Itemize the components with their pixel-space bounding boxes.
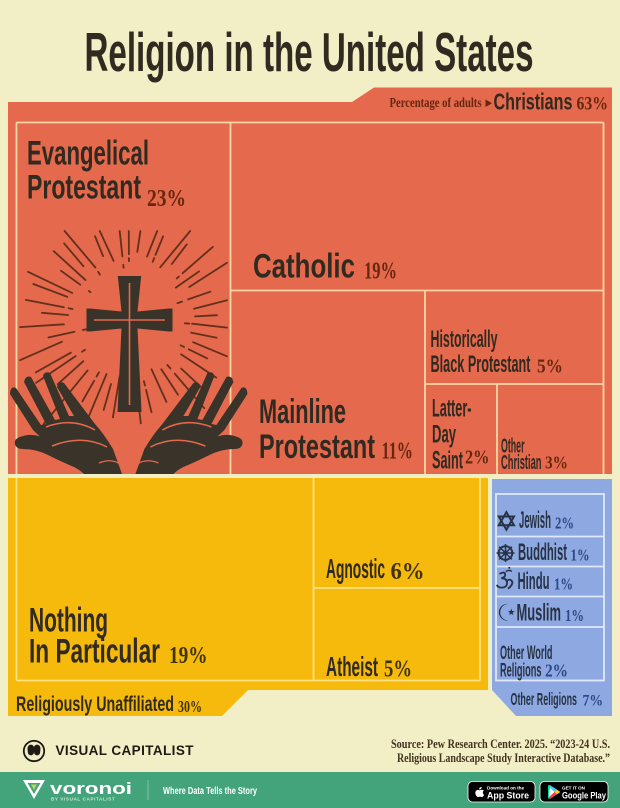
svg-text:Other World: Other World [500, 643, 553, 664]
svg-text:Christian: Christian [501, 452, 542, 474]
svg-text:voronoi: voronoi [50, 780, 132, 798]
svg-text:Protestant: Protestant [27, 169, 141, 207]
svg-text:Evangelical: Evangelical [27, 135, 149, 173]
svg-text:Percentage of adults: Percentage of adults [390, 95, 482, 110]
svg-text:Nothing: Nothing [29, 602, 108, 640]
svg-text:Latter-: Latter- [432, 395, 472, 423]
svg-text:Historically: Historically [431, 326, 498, 353]
svg-text:7%: 7% [583, 693, 604, 710]
svg-text:Other Religions: Other Religions [511, 689, 578, 709]
svg-text:Day: Day [432, 421, 456, 449]
svg-text:In Particular: In Particular [29, 633, 160, 671]
svg-text:Jewish: Jewish [519, 507, 551, 534]
svg-text:2%: 2% [465, 447, 490, 469]
svg-text:VISUAL CAPITALIST: VISUAL CAPITALIST [56, 743, 196, 758]
svg-text:23%: 23% [147, 186, 186, 212]
svg-text:Religious Landscape Study Inte: Religious Landscape Study Interactive Da… [397, 750, 610, 765]
svg-text:Atheist: Atheist [326, 651, 378, 682]
svg-text:Buddhist: Buddhist [518, 539, 567, 566]
svg-text:Mainline: Mainline [259, 393, 346, 431]
svg-text:6%: 6% [391, 559, 425, 585]
svg-text:Saint: Saint [432, 447, 463, 475]
svg-text:5%: 5% [537, 356, 563, 378]
svg-text:1%: 1% [554, 575, 573, 594]
svg-text:19%: 19% [364, 259, 397, 285]
svg-text:Catholic: Catholic [253, 248, 355, 286]
svg-text:Christians: Christians [494, 89, 573, 115]
svg-text:19%: 19% [169, 643, 208, 669]
svg-text:63%: 63% [577, 94, 609, 115]
svg-text:1%: 1% [565, 606, 584, 625]
svg-text:3%: 3% [545, 453, 568, 473]
svg-text:Religions: Religions [500, 661, 542, 682]
svg-text:App Store: App Store [487, 791, 529, 802]
svg-text:Other: Other [501, 436, 525, 458]
svg-text:Source: Pew Research Center. 2: Source: Pew Research Center. 2025. “2023… [391, 736, 610, 751]
svg-text:2%: 2% [555, 514, 574, 533]
svg-text:Religion in the United States: Religion in the United States [85, 21, 534, 83]
svg-text:Black Protestant: Black Protestant [431, 351, 531, 378]
svg-text:2%: 2% [545, 661, 568, 681]
svg-text:Google Play: Google Play [562, 791, 607, 802]
svg-text:GET IT ON: GET IT ON [562, 786, 586, 791]
svg-text:BY VISUAL CAPITALIST: BY VISUAL CAPITALIST [51, 797, 115, 802]
svg-text:Hindu: Hindu [518, 568, 550, 595]
svg-text:Where Data Tells the Story: Where Data Tells the Story [163, 785, 257, 797]
svg-text:5%: 5% [384, 657, 412, 683]
svg-text:Religiously Unaffiliated: Religiously Unaffiliated [16, 693, 174, 716]
svg-text:Download on the: Download on the [487, 786, 524, 791]
svg-text:Agnostic: Agnostic [326, 553, 385, 584]
svg-text:1%: 1% [571, 546, 590, 565]
svg-text:11%: 11% [382, 439, 414, 465]
svg-text:Muslim: Muslim [517, 600, 562, 627]
svg-text:Protestant: Protestant [259, 428, 375, 466]
svg-text:30%: 30% [178, 697, 202, 716]
